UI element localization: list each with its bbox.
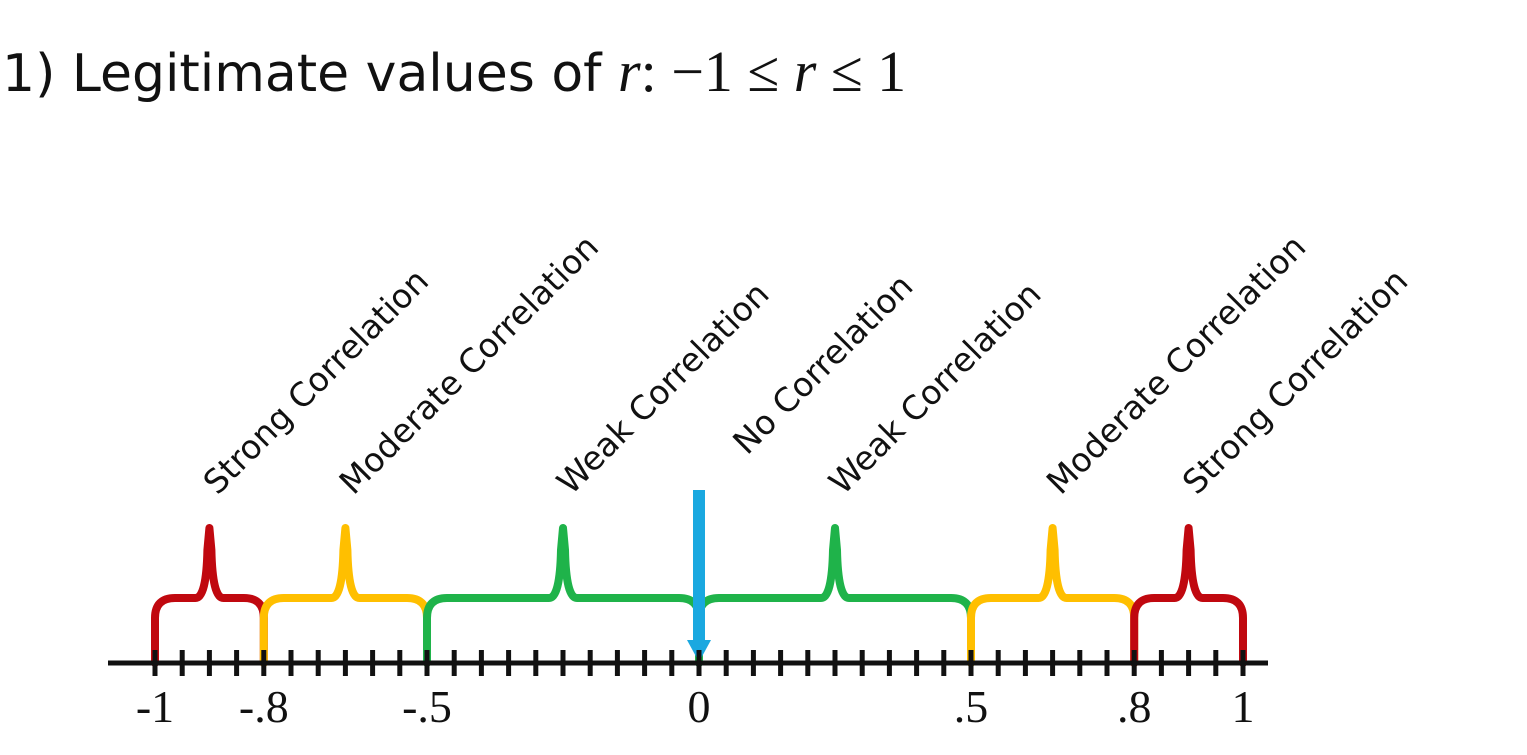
number-line <box>108 650 1268 676</box>
region-label: Strong Correlation <box>195 261 436 502</box>
page-title: 1) Legitimate values of r: −1 ≤ r ≤ 1 <box>2 38 906 105</box>
tick-label: -.5 <box>402 681 452 732</box>
title-colon: : <box>640 39 657 104</box>
region-braces <box>151 524 1247 667</box>
region-brace <box>151 524 268 667</box>
region-brace <box>967 524 1139 667</box>
title-variable: r <box>617 39 641 104</box>
tick-label: .8 <box>1117 681 1152 732</box>
tick-label: 0 <box>688 681 711 732</box>
title-prefix: 1) Legitimate values of <box>2 44 602 104</box>
arrow-shaft <box>693 490 705 640</box>
region-label: Moderate Correlation <box>1039 227 1314 502</box>
title-math: r: −1 ≤ r ≤ 1 <box>618 39 906 104</box>
region-brace <box>259 524 431 667</box>
tick-labels: -1 -.8 -.5 0 .5 .8 1 <box>136 681 1255 732</box>
region-brace <box>695 524 975 667</box>
inequality-upper: ≤ 1 <box>830 39 907 104</box>
tick-label: 1 <box>1232 681 1255 732</box>
tick-label: -1 <box>136 681 174 732</box>
region-brace <box>1130 524 1247 667</box>
region-brace <box>423 524 703 667</box>
zero-marker <box>687 490 711 662</box>
region-label: Weak Correlation <box>549 274 777 502</box>
tick-label: -.8 <box>239 681 289 732</box>
inequality-variable: r <box>793 39 817 104</box>
tick-label: .5 <box>954 681 989 732</box>
inequality-lower: −1 ≤ <box>671 39 780 104</box>
region-label: Strong Correlation <box>1175 261 1416 502</box>
